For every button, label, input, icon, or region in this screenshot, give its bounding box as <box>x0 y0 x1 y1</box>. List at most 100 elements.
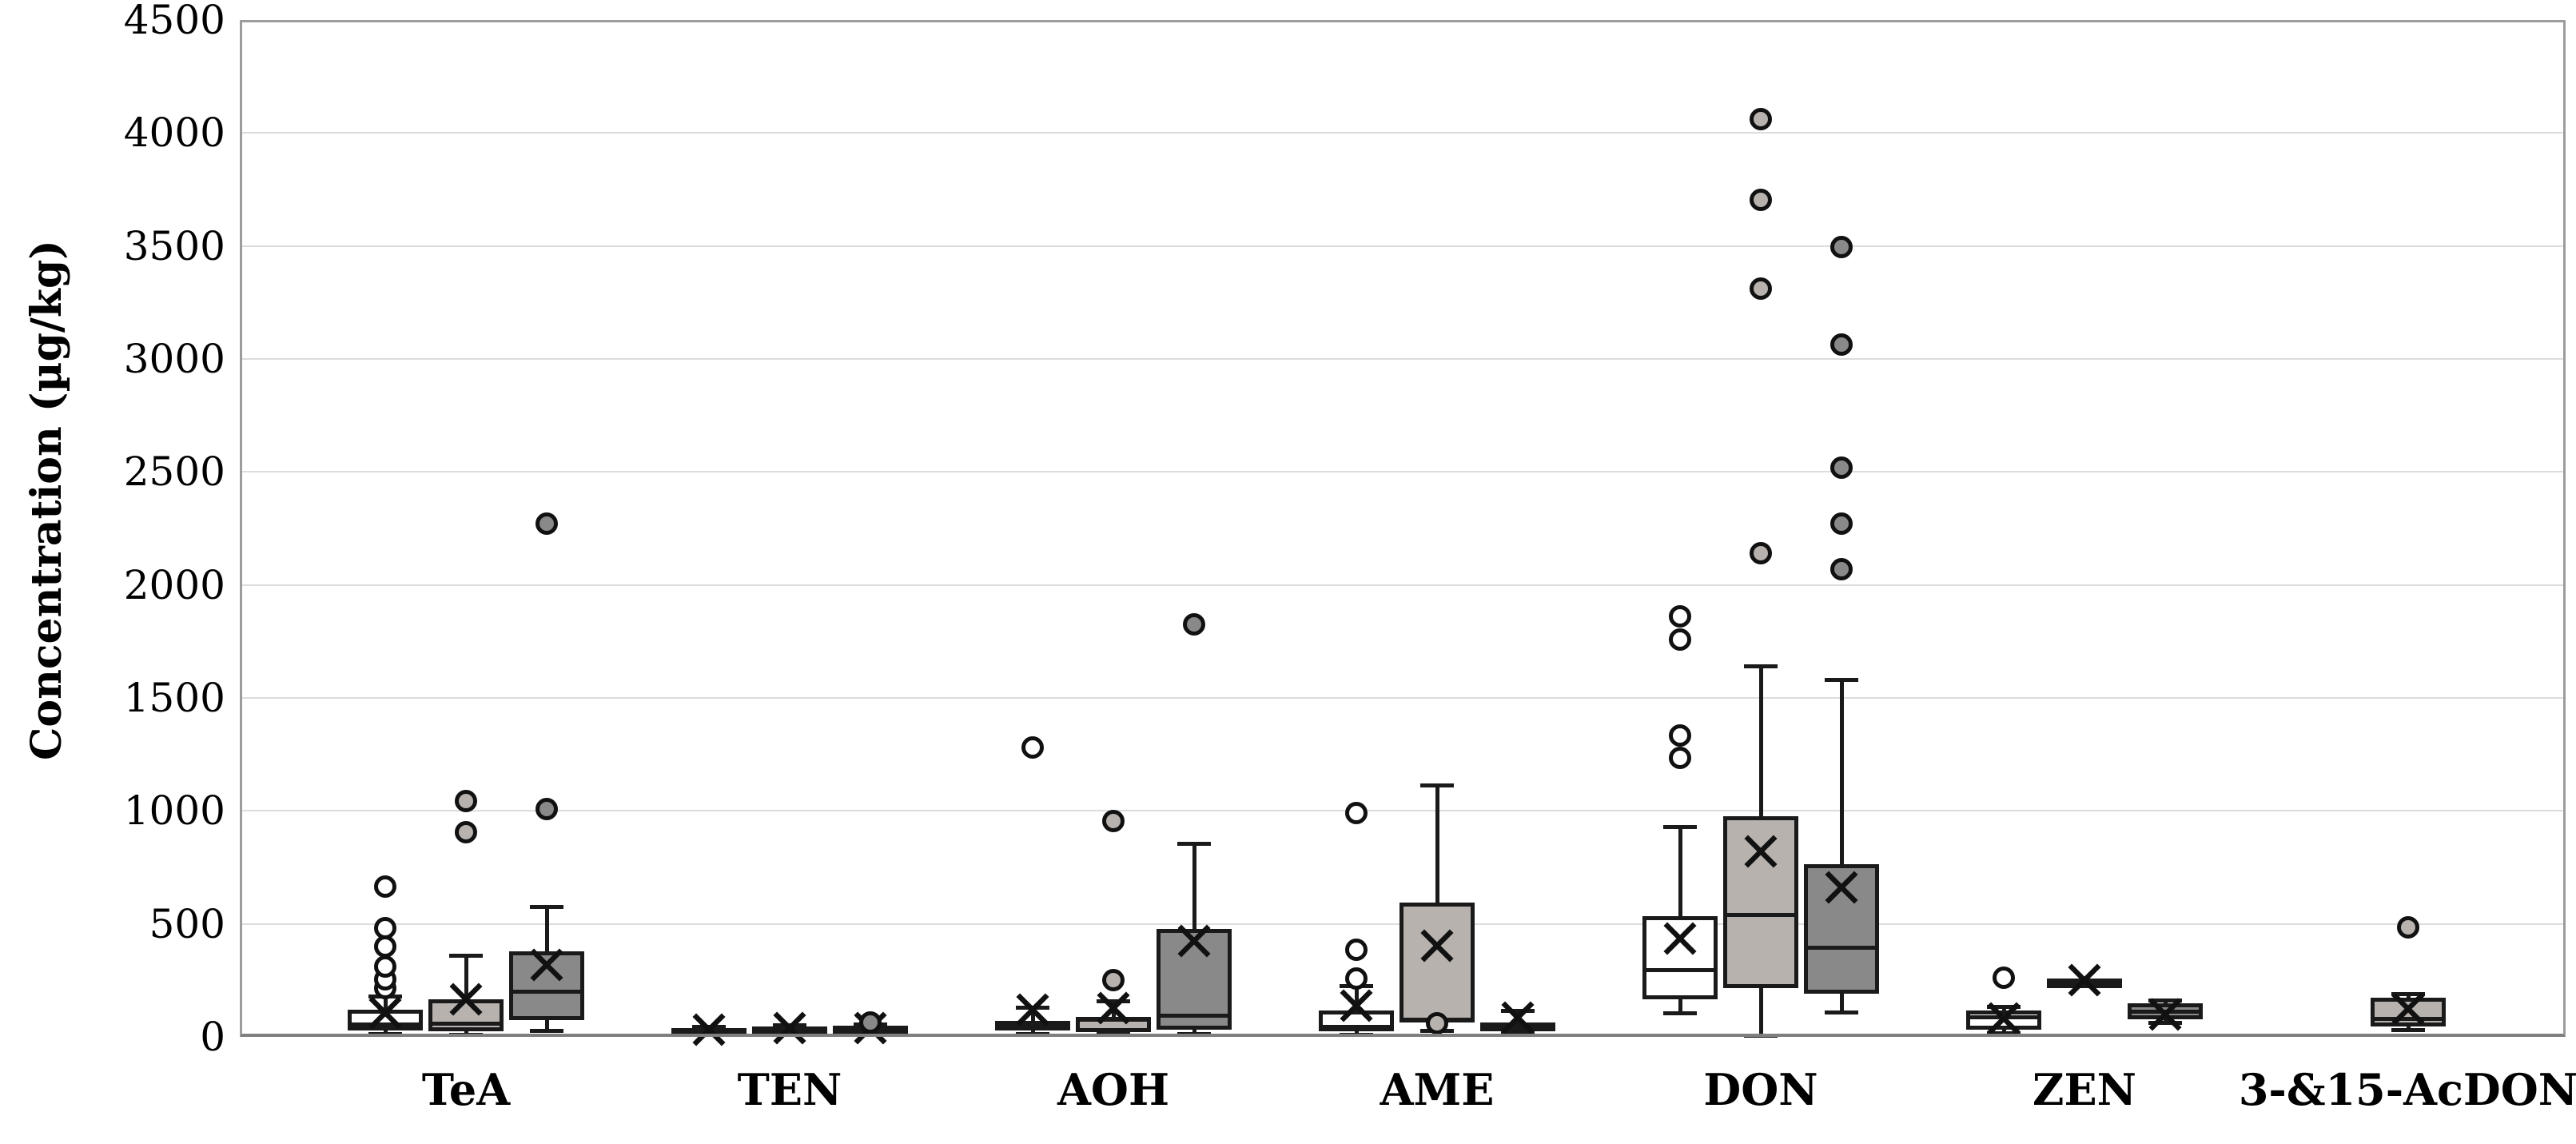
whisker-cap <box>530 905 563 910</box>
whisker-cap <box>1987 1030 2021 1035</box>
plot-area <box>240 20 2566 1046</box>
whisker-cap <box>1744 1033 1778 1038</box>
outlier-point <box>1345 939 1368 962</box>
whisker-cap <box>1663 1010 1697 1015</box>
whisker-cap <box>1177 1032 1211 1037</box>
outlier-point <box>1102 969 1125 992</box>
outlier-point <box>1102 810 1125 833</box>
y-tick-label: 4500 <box>123 0 225 43</box>
box <box>1804 863 1879 995</box>
outlier-point <box>1426 1012 1448 1035</box>
median-line <box>1076 1018 1151 1022</box>
x-category-label: AME <box>1380 1064 1495 1115</box>
whisker-cap <box>1501 1030 1535 1035</box>
mean-x-marker <box>1661 919 1699 958</box>
whisker-cap <box>1420 783 1454 787</box>
outlier-point <box>1345 802 1368 825</box>
median-line <box>428 1021 504 1026</box>
mean-x-marker <box>1822 868 1861 907</box>
median-line <box>995 1022 1070 1026</box>
box <box>1157 928 1232 1030</box>
outlier-point <box>536 512 558 536</box>
x-category-label: 3-&15-AcDON <box>2238 1064 2576 1115</box>
median-line <box>1804 945 1879 950</box>
mean-x-icon <box>1987 1002 2021 1035</box>
mean-x-icon <box>1420 928 1454 963</box>
mean-x-icon <box>1501 1001 1535 1034</box>
whisker <box>1515 1010 1520 1034</box>
mean-x-marker <box>366 994 404 1032</box>
whisker-cap <box>2391 1027 2425 1032</box>
mean-x-marker <box>1175 922 1213 960</box>
outlier-point <box>1830 512 1853 536</box>
mean-x-marker <box>528 946 566 984</box>
mean-x-marker <box>2065 961 2104 999</box>
mean-x-marker <box>1985 999 2023 1038</box>
mean-x-marker <box>447 980 485 1018</box>
whisker-cap <box>1097 1032 1130 1037</box>
outlier-point <box>1021 736 1044 759</box>
y-tick-label: 3000 <box>123 336 225 382</box>
outlier-point <box>1750 542 1772 565</box>
mean-x-marker <box>1337 987 1376 1025</box>
whisker-cap <box>530 1028 563 1033</box>
whisker-cap <box>1501 1009 1535 1014</box>
median-line <box>1157 1013 1232 1018</box>
outlier-point <box>374 917 396 940</box>
whisker-cap <box>449 954 483 959</box>
median-line <box>2371 1017 2446 1022</box>
mean-x-icon <box>2148 998 2182 1031</box>
whisker <box>1839 680 1844 1014</box>
mean-x-icon <box>1663 922 1697 955</box>
gridline <box>240 584 2566 586</box>
whisker-cap <box>1663 825 1697 830</box>
y-tick-label: 1000 <box>123 787 225 835</box>
y-tick-label: 2000 <box>123 561 225 608</box>
mean-x-marker <box>1013 991 1052 1029</box>
whisker <box>464 955 468 1035</box>
x-category-label: DON <box>1703 1064 1818 1115</box>
whisker <box>1354 986 1359 1035</box>
mean-x-icon <box>2068 963 2101 997</box>
mean-x-marker <box>1742 832 1780 871</box>
median-line <box>1480 1025 1555 1030</box>
gridline <box>240 810 2566 812</box>
median-line <box>1319 1024 1394 1029</box>
mean-x-marker <box>770 1009 809 1047</box>
whisker-cap <box>2148 999 2182 1003</box>
outlier-point <box>1830 333 1853 356</box>
median-line <box>348 1022 423 1026</box>
mean-x-marker <box>690 1010 728 1049</box>
y-tick-label: 3500 <box>123 222 225 269</box>
x-category-label: ZEN <box>2033 1064 2136 1115</box>
x-category-label: AOH <box>1057 1064 1169 1115</box>
y-tick-label: 0 <box>200 1014 225 1060</box>
gridline <box>240 358 2566 360</box>
x-category-label: TeA <box>421 1064 511 1115</box>
whisker-cap <box>1016 1031 1049 1036</box>
median-line <box>1723 912 1798 917</box>
whisker-cap <box>1825 678 1858 683</box>
mean-x-icon <box>1744 835 1778 868</box>
outlier-point <box>1993 966 2015 989</box>
whisker-cap <box>1744 664 1778 669</box>
outlier-point <box>1830 557 1853 580</box>
mean-x-icon <box>368 996 402 1030</box>
mean-x-marker <box>1094 989 1133 1027</box>
whisker-cap <box>1097 999 1130 1003</box>
mean-x-icon <box>530 948 563 982</box>
whisker-cap <box>1987 1004 2021 1009</box>
y-tick-label: 2500 <box>123 448 225 496</box>
outlier-point <box>1669 628 1691 651</box>
mean-x-icon <box>1340 989 1373 1022</box>
whisker-cap <box>449 1032 483 1037</box>
median-line <box>1642 968 1718 973</box>
outlier-point <box>1830 456 1853 479</box>
gridline <box>240 245 2566 247</box>
y-tick-label: 500 <box>149 900 225 947</box>
box <box>1723 816 1798 989</box>
whisker-cap <box>1825 1010 1858 1015</box>
outlier-point <box>859 1010 882 1034</box>
outlier-point <box>455 821 477 844</box>
box <box>1642 916 1718 1000</box>
